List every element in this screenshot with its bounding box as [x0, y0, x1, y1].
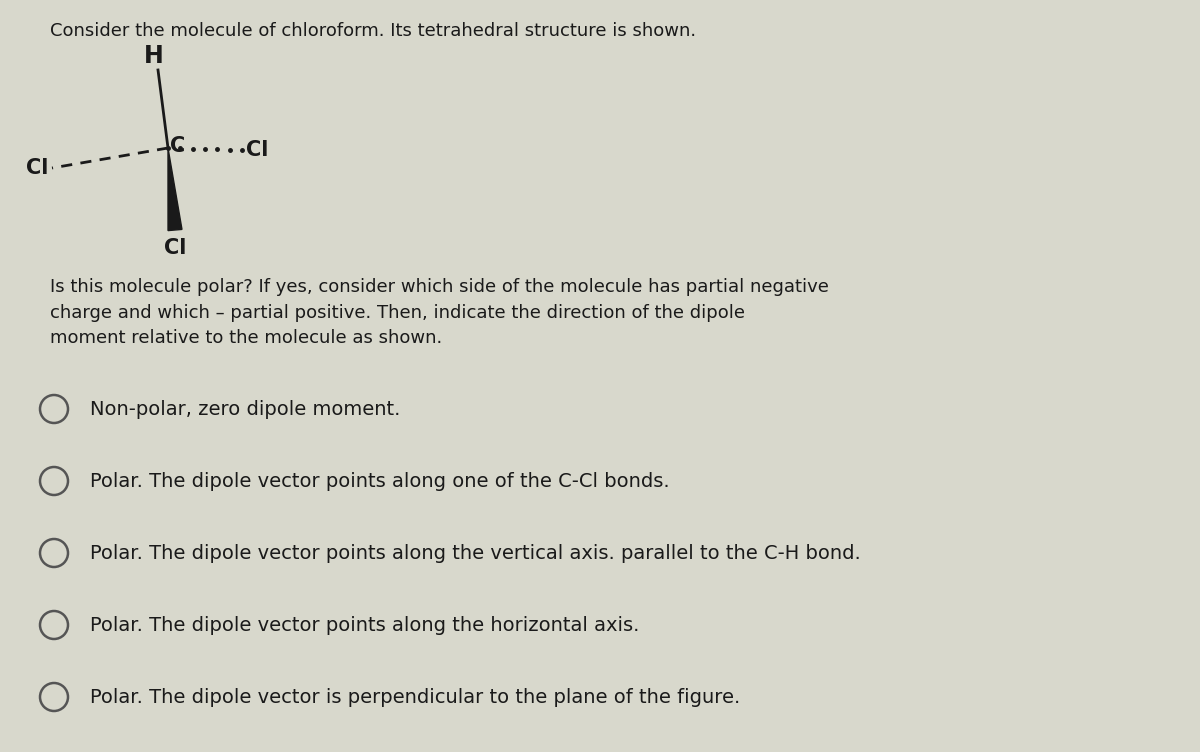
Text: Is this molecule polar? If yes, consider which side of the molecule has partial : Is this molecule polar? If yes, consider… — [50, 278, 829, 347]
Text: Cl: Cl — [25, 158, 48, 178]
Polygon shape — [168, 148, 182, 231]
Text: Consider the molecule of chloroform. Its tetrahedral structure is shown.: Consider the molecule of chloroform. Its… — [50, 22, 696, 40]
Text: H: H — [144, 44, 164, 68]
Text: Polar. The dipole vector points along the horizontal axis.: Polar. The dipole vector points along th… — [90, 616, 640, 635]
Text: Polar. The dipole vector points along one of the C-Cl bonds.: Polar. The dipole vector points along on… — [90, 472, 670, 491]
Text: Cl: Cl — [246, 140, 269, 160]
Text: C: C — [170, 136, 185, 156]
Text: Polar. The dipole vector points along the vertical axis. parallel to the C-H bon: Polar. The dipole vector points along th… — [90, 544, 860, 563]
Text: Non-polar, zero dipole moment.: Non-polar, zero dipole moment. — [90, 400, 401, 419]
Text: Cl: Cl — [164, 238, 186, 258]
Text: Polar. The dipole vector is perpendicular to the plane of the figure.: Polar. The dipole vector is perpendicula… — [90, 688, 740, 707]
